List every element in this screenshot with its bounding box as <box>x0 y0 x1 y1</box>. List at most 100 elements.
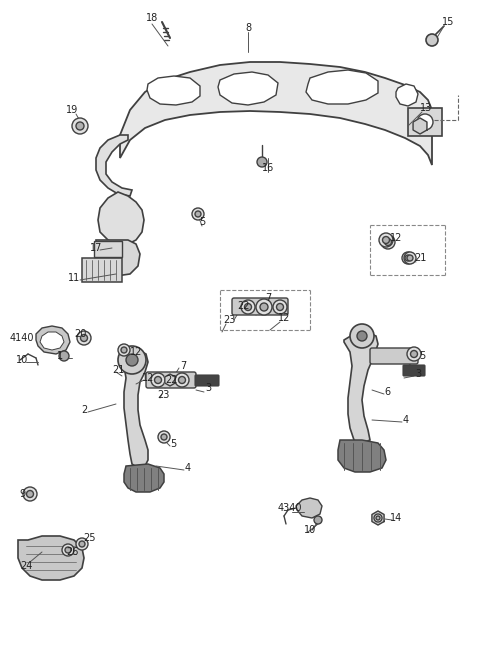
Text: 21: 21 <box>112 365 124 375</box>
FancyBboxPatch shape <box>146 372 196 388</box>
Circle shape <box>79 541 85 547</box>
Circle shape <box>273 300 287 314</box>
Text: 4: 4 <box>403 415 409 425</box>
FancyBboxPatch shape <box>94 241 122 257</box>
Circle shape <box>118 346 146 374</box>
Circle shape <box>314 516 322 524</box>
Text: 3: 3 <box>415 369 421 379</box>
Text: 2: 2 <box>81 405 87 415</box>
FancyBboxPatch shape <box>232 298 288 315</box>
Text: 8: 8 <box>245 23 251 33</box>
Circle shape <box>376 516 380 520</box>
Polygon shape <box>344 332 378 444</box>
Text: 4340: 4340 <box>278 503 302 513</box>
Circle shape <box>23 487 37 501</box>
Circle shape <box>257 157 267 167</box>
Text: 12: 12 <box>390 233 402 243</box>
Text: 17: 17 <box>90 243 102 253</box>
Polygon shape <box>147 76 200 105</box>
Circle shape <box>404 252 416 264</box>
Polygon shape <box>96 135 132 196</box>
Circle shape <box>158 431 170 443</box>
Circle shape <box>118 344 130 356</box>
Text: 15: 15 <box>442 17 454 27</box>
Text: 9: 9 <box>19 489 25 499</box>
Circle shape <box>76 538 88 550</box>
Circle shape <box>65 547 71 553</box>
Text: 22: 22 <box>166 375 178 385</box>
Text: 24: 24 <box>20 561 32 571</box>
Circle shape <box>175 373 189 387</box>
Circle shape <box>357 331 367 341</box>
Text: 22: 22 <box>238 301 250 311</box>
Circle shape <box>260 303 268 311</box>
Circle shape <box>402 252 414 264</box>
Circle shape <box>417 114 433 130</box>
Circle shape <box>241 300 255 314</box>
FancyBboxPatch shape <box>370 348 418 364</box>
Circle shape <box>26 491 34 497</box>
Polygon shape <box>40 332 64 350</box>
Circle shape <box>161 434 167 440</box>
Polygon shape <box>306 70 378 104</box>
Text: 12: 12 <box>130 347 142 357</box>
Text: 4140: 4140 <box>10 333 34 343</box>
Text: 25: 25 <box>84 533 96 543</box>
Circle shape <box>374 514 382 522</box>
Circle shape <box>244 303 252 311</box>
FancyBboxPatch shape <box>195 375 219 386</box>
Polygon shape <box>124 464 164 492</box>
Polygon shape <box>413 118 427 134</box>
Polygon shape <box>98 192 144 244</box>
Polygon shape <box>396 84 418 106</box>
Circle shape <box>192 208 204 220</box>
Text: 1: 1 <box>57 351 63 361</box>
Polygon shape <box>18 536 84 580</box>
Text: 4: 4 <box>185 463 191 473</box>
Circle shape <box>155 376 161 384</box>
Polygon shape <box>96 240 140 276</box>
Circle shape <box>195 211 201 217</box>
Text: 5: 5 <box>419 351 425 361</box>
Circle shape <box>381 235 395 249</box>
Text: 7: 7 <box>180 361 186 371</box>
Text: 12: 12 <box>278 313 290 323</box>
Polygon shape <box>218 72 278 105</box>
Text: 18: 18 <box>146 13 158 23</box>
Circle shape <box>350 324 374 348</box>
Polygon shape <box>120 350 148 468</box>
Circle shape <box>383 236 389 244</box>
Circle shape <box>151 373 165 387</box>
Text: 3: 3 <box>205 383 211 393</box>
Polygon shape <box>36 326 70 354</box>
Polygon shape <box>165 374 175 386</box>
FancyBboxPatch shape <box>403 365 425 376</box>
Circle shape <box>407 347 421 361</box>
Circle shape <box>256 299 272 315</box>
Text: 12: 12 <box>142 373 154 383</box>
Polygon shape <box>338 440 386 472</box>
Text: 16: 16 <box>262 163 274 173</box>
FancyBboxPatch shape <box>82 258 122 282</box>
Circle shape <box>76 122 84 130</box>
Circle shape <box>81 335 87 341</box>
Text: 6: 6 <box>384 387 390 397</box>
Circle shape <box>62 544 74 556</box>
Text: 13: 13 <box>420 103 432 113</box>
Text: 7: 7 <box>265 293 271 303</box>
Text: 10: 10 <box>16 355 28 365</box>
Text: 23: 23 <box>223 315 235 325</box>
Polygon shape <box>120 62 432 165</box>
FancyBboxPatch shape <box>408 108 442 136</box>
Text: 19: 19 <box>66 105 78 115</box>
Polygon shape <box>296 498 322 518</box>
Text: 10: 10 <box>304 525 316 535</box>
Circle shape <box>379 233 393 247</box>
Circle shape <box>426 34 438 46</box>
Circle shape <box>410 351 418 357</box>
Circle shape <box>407 255 413 261</box>
Text: 5: 5 <box>199 217 205 227</box>
Circle shape <box>72 118 88 134</box>
Circle shape <box>59 351 69 361</box>
Circle shape <box>121 347 127 353</box>
